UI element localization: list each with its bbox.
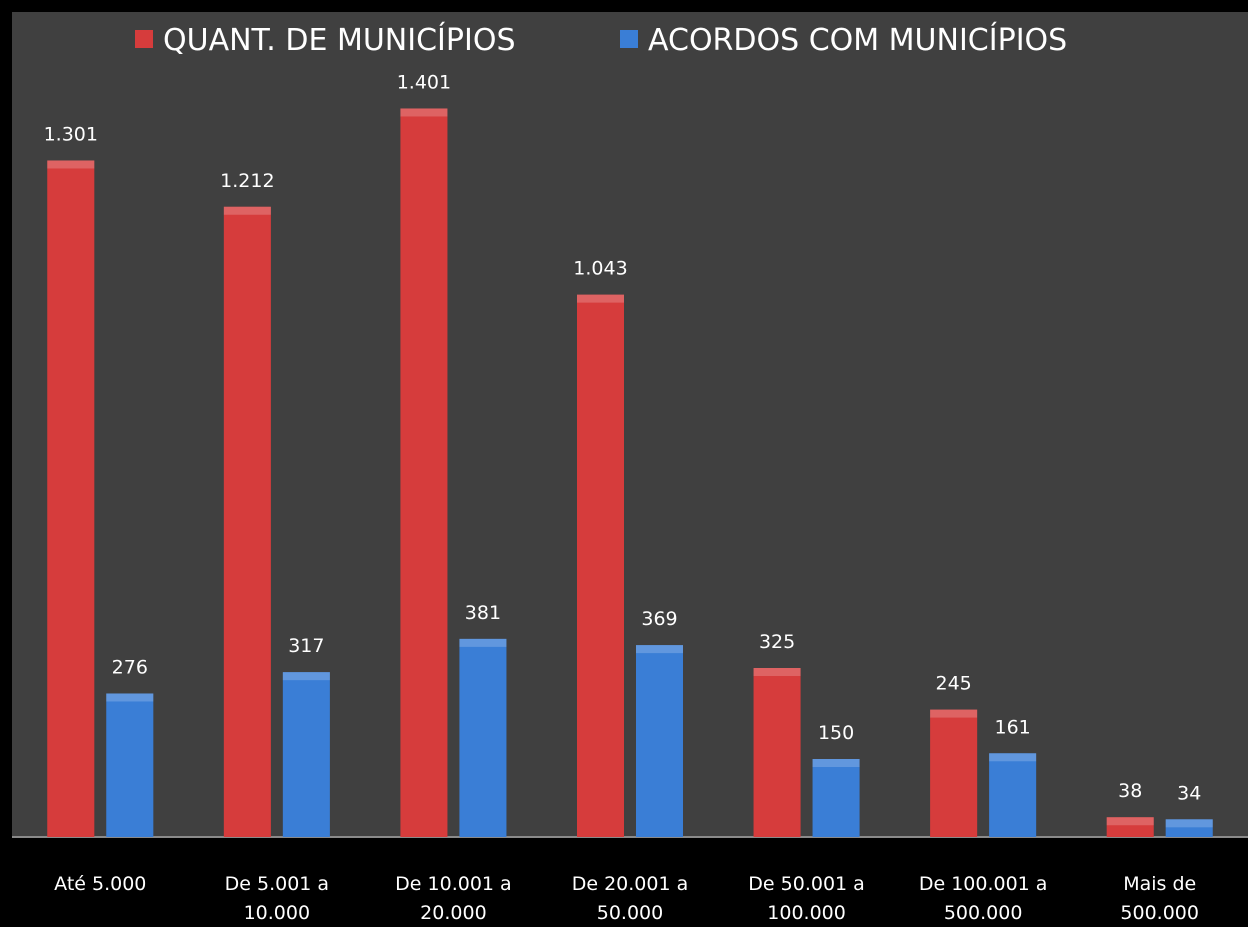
legend-label: QUANT. DE MUNICÍPIOS — [163, 22, 516, 58]
x-tick-label: De 5.001 a 10.000 — [224, 873, 330, 924]
bar-cap — [753, 668, 801, 676]
data-label: 150 — [818, 722, 854, 744]
bar-cap — [989, 753, 1037, 762]
data-label: 34 — [1177, 782, 1201, 804]
bar-cap — [636, 645, 683, 654]
x-tick-label: De 10.001 a 20.000 — [395, 873, 512, 924]
data-label: 1.401 — [397, 71, 451, 93]
x-tick-label: De 20.001 a 50.000 — [571, 873, 689, 924]
bar-cap — [400, 108, 448, 117]
bar-shade — [223, 206, 271, 837]
bar-cap — [812, 759, 860, 767]
data-label: 369 — [641, 608, 677, 630]
bar-cap — [223, 206, 271, 215]
data-label: 1.212 — [220, 170, 274, 192]
bar-shade — [47, 160, 95, 838]
data-label: 325 — [759, 631, 795, 653]
bar-shade — [400, 108, 448, 838]
bar-shade — [577, 294, 624, 837]
x-tick-label: De 100.001 a 500.000 — [918, 873, 1048, 924]
bar-shade — [282, 672, 330, 837]
data-label: 161 — [995, 716, 1031, 738]
data-label: 38 — [1118, 780, 1142, 802]
bar-shade — [812, 759, 860, 837]
legend-swatch — [135, 30, 153, 48]
bar-cap — [106, 693, 154, 702]
data-label: 317 — [288, 635, 324, 657]
legend-label: ACORDOS COM MUNICÍPIOS — [648, 22, 1067, 58]
data-label: 245 — [936, 673, 972, 695]
bar-cap — [1106, 817, 1154, 826]
x-tick-label: Até 5.000 — [54, 873, 147, 895]
data-label: 381 — [465, 602, 501, 624]
x-tick-label: De 50.001 a 100.000 — [748, 873, 865, 924]
x-tick-label: Mais de 500.000 — [1120, 873, 1199, 924]
bar-shade — [1106, 817, 1154, 837]
data-label: 1.043 — [573, 258, 627, 280]
bar-cap — [930, 709, 978, 718]
plot-area — [12, 12, 1248, 837]
bar-cap — [1165, 819, 1213, 828]
bar-cap — [577, 294, 624, 303]
data-label: 1.301 — [44, 123, 98, 145]
bar-shade — [930, 709, 978, 837]
bar-shade — [106, 693, 154, 837]
bar-cap — [282, 672, 330, 681]
bar-cap — [47, 160, 95, 169]
bar-shade — [1165, 819, 1213, 837]
bar-shade — [753, 668, 801, 837]
legend-swatch — [620, 30, 638, 48]
data-label: 276 — [112, 656, 148, 678]
bar-cap — [459, 638, 507, 647]
bar-shade — [989, 753, 1037, 837]
bar-shade — [459, 638, 507, 837]
bar-shade — [636, 645, 683, 837]
